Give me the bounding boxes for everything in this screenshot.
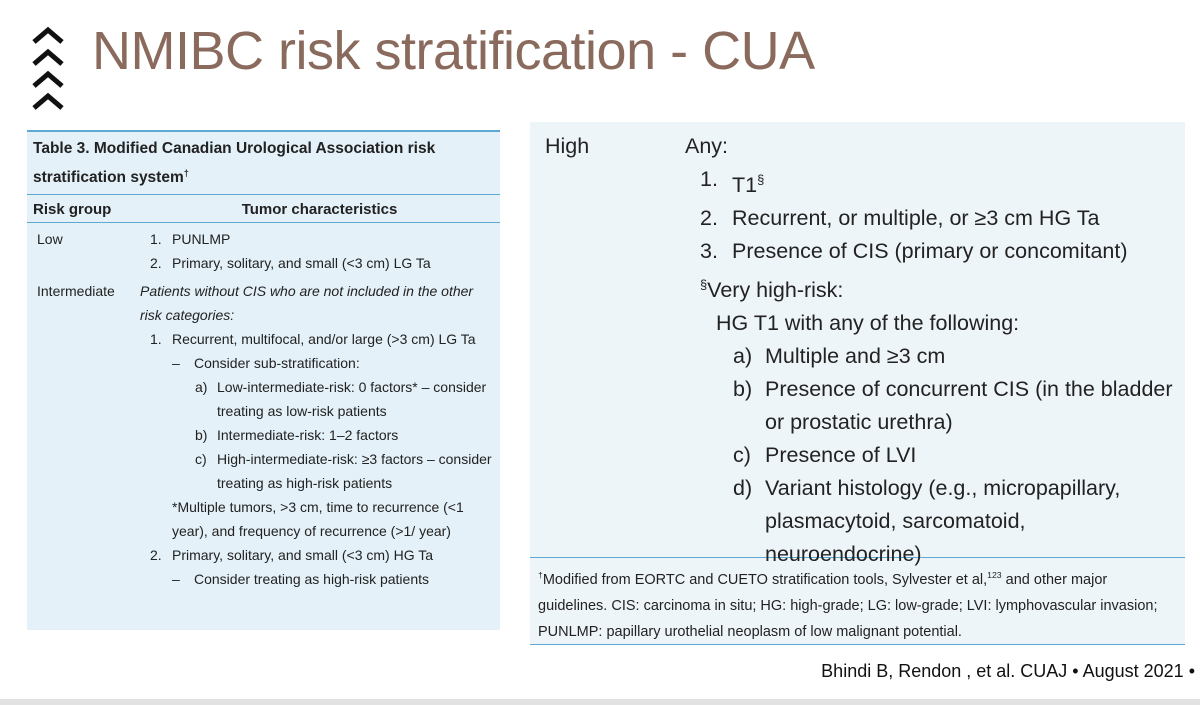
left-table: Table 3. Modified Canadian Urological As…	[27, 130, 500, 630]
list-item: 2. Recurrent, or multiple, or ≥3 cm HG Ta	[700, 202, 1173, 235]
item-text: Variant histology (e.g., micropapillary,…	[765, 476, 1121, 567]
marker: 1.	[150, 231, 162, 248]
list-item: 1. T1§	[700, 163, 1173, 202]
marker: a)	[195, 379, 208, 396]
bottom-bar	[0, 699, 1200, 705]
item-text: Presence of CIS (primary or concomitant)	[732, 239, 1128, 264]
intro: Any:	[685, 134, 729, 158]
caption-sup: †	[183, 168, 189, 178]
characteristics: Patients without CIS who are not include…	[140, 279, 500, 591]
item-text: T1	[732, 173, 758, 198]
very-high-intro: HG T1 with any of the following:	[716, 311, 1020, 336]
risk-group: High	[545, 134, 590, 158]
list-item: a) Low-intermediate-risk: 0 factors* – co…	[195, 375, 492, 423]
characteristics: Any: 1. T1§ 2. Recurrent, or multiple, or …	[685, 130, 1185, 566]
right-table: High Any: 1. T1§ 2. Recurrent, or multiple…	[530, 122, 1185, 645]
footnote-text: Modified from EORTC and CUETO stratifica…	[542, 571, 988, 588]
list-item: 3. Presence of CIS (primary or concomitan…	[700, 235, 1173, 268]
item-sup: §	[757, 172, 765, 187]
note-text: Consider treating as high-risk patients	[194, 571, 430, 588]
citation: Bhindi B, Rendon , et al. CUAJ • August …	[821, 661, 1195, 681]
footnote-text: and other major guidelines. CIS: carcino…	[538, 571, 1158, 640]
chevron-icon	[32, 26, 64, 110]
marker: c)	[195, 451, 207, 468]
note: – Consider treating as high-risk patients	[172, 567, 492, 591]
note: – Consider sub-stratification:	[172, 351, 492, 375]
risk-group: Low	[37, 231, 63, 248]
sub-block: – Consider treating as high-risk patients	[150, 567, 492, 591]
marker: a)	[733, 344, 753, 369]
list-item: 2. Primary, solitary, and small (<3 cm) H…	[150, 543, 492, 567]
marker: 1.	[150, 331, 162, 348]
marker: 3.	[700, 239, 718, 264]
intro: Patients without CIS who are not include…	[140, 283, 474, 324]
header-cell: Tumor characteristics	[241, 201, 398, 219]
list-item: a) Multiple and ≥3 cm	[733, 340, 1173, 373]
marker: –	[172, 571, 180, 588]
table-caption: Table 3. Modified Canadian Urological As…	[27, 132, 500, 196]
item-text: Presence of concurrent CIS (in the bladd…	[765, 377, 1173, 435]
risk-group: Intermediate	[37, 283, 115, 300]
header-cell: Risk group	[33, 201, 112, 219]
footnote-ref: 123	[987, 570, 1002, 580]
list-item: 1. Recurrent, multifocal, and/or large (>…	[150, 327, 492, 351]
item-text: Recurrent, multifocal, and/or large (>3 …	[172, 331, 476, 348]
item-text: Low-intermediate-risk: 0 factors* – cons…	[217, 379, 487, 420]
sub-block: – Consider sub-stratification: a) Low-inte…	[150, 351, 492, 495]
item-text: PUNLMP	[172, 231, 231, 248]
item-text: Primary, solitary, and small (<3 cm) HG …	[172, 547, 434, 564]
row-low: Low 1. PUNLMP 2. Primary, solitary, and sm…	[27, 227, 500, 275]
list: 1. T1§ 2. Recurrent, or multiple, or ≥3 cm…	[685, 163, 1173, 268]
marker: b)	[195, 427, 208, 444]
item-text: Presence of LVI	[765, 443, 917, 468]
list-item: 2. Primary, solitary, and small (<3 cm) L…	[150, 251, 492, 275]
list-item: 1. PUNLMP	[150, 227, 492, 251]
list-item: c) Presence of LVI	[733, 439, 1173, 472]
label-sup: §	[700, 277, 708, 293]
marker: 2.	[150, 255, 162, 272]
marker: –	[172, 355, 180, 372]
marker: c)	[733, 443, 751, 468]
list-item: c) High-intermediate-risk: ≥3 factors – c…	[195, 447, 492, 495]
characteristics: 1. PUNLMP 2. Primary, solitary, and small …	[150, 227, 500, 275]
label-text: Very high-risk:	[707, 278, 844, 303]
item-text: Primary, solitary, and small (<3 cm) LG …	[172, 255, 431, 272]
list-item: d) Variant histology (e.g., micropapillar…	[733, 472, 1173, 571]
item-text: Recurrent, or multiple, or ≥3 cm HG Ta	[732, 206, 1100, 231]
caption-text: Table 3. Modified Canadian Urological As…	[33, 140, 436, 187]
list-item: b) Intermediate-risk: 1–2 factors	[195, 423, 492, 447]
table-footnote: †Modified from EORTC and CUETO stratific…	[530, 557, 1185, 645]
very-high-list: a) Multiple and ≥3 cm b) Presence of concu…	[685, 340, 1173, 571]
marker: d)	[733, 476, 753, 501]
item-text: Intermediate-risk: 1–2 factors	[217, 427, 399, 444]
factor-footnote: *Multiple tumors, >3 cm, time to recurre…	[172, 499, 464, 540]
list-item: b) Presence of concurrent CIS (in the bla…	[733, 373, 1173, 439]
row-intermediate: Intermediate Patients without CIS who ar…	[27, 279, 500, 591]
row-high: High Any: 1. T1§ 2. Recurrent, or multiple…	[530, 122, 1185, 566]
item-text: Multiple and ≥3 cm	[765, 344, 946, 369]
marker: 1.	[700, 167, 718, 191]
slide-title: NMIBC risk stratification - CUA	[92, 21, 815, 81]
item-text: High-intermediate-risk: ≥3 factors – con…	[217, 451, 492, 492]
footnote-sup: †	[538, 570, 543, 580]
marker: 2.	[700, 206, 718, 231]
table-header: Risk group Tumor characteristics	[27, 195, 500, 224]
marker: b)	[733, 377, 753, 402]
very-high-label: §Very high-risk:	[685, 268, 1173, 307]
sub-list: a) Low-intermediate-risk: 0 factors* – co…	[172, 375, 492, 495]
marker: 2.	[150, 547, 162, 564]
note-text: Consider sub-stratification:	[194, 355, 360, 372]
